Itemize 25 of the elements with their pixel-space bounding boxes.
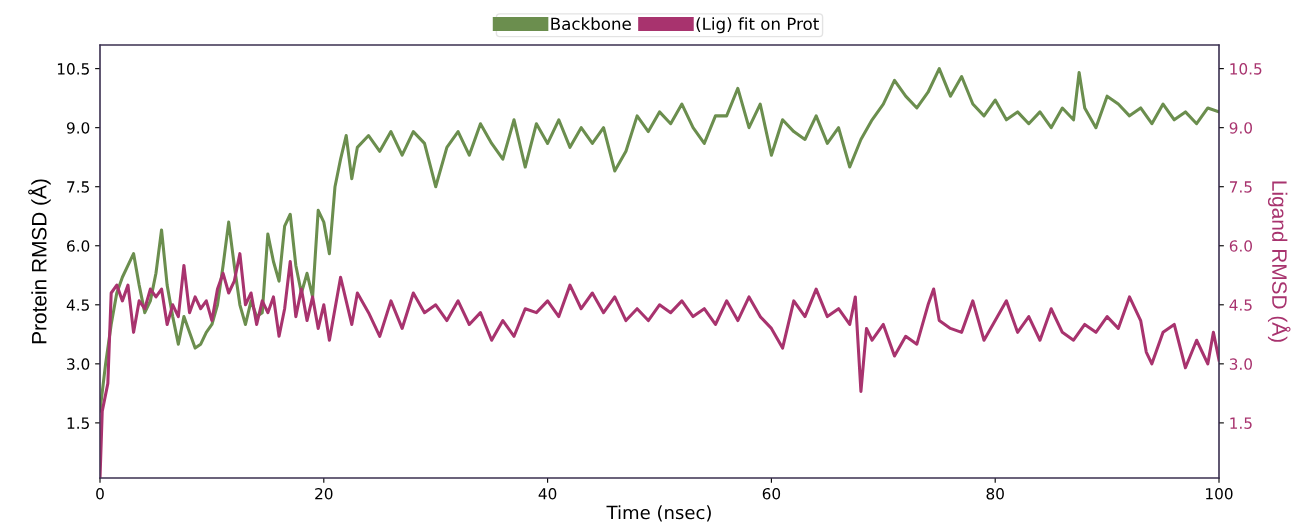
y-tick-label: 3.0	[67, 358, 90, 370]
y-tick-label: 10.5	[57, 63, 89, 75]
x-tick-label: 20	[315, 487, 333, 500]
x-tick-label: 40	[538, 487, 557, 500]
y2-tick-label: 1.5	[1230, 417, 1252, 429]
y2-tick-label: 3.0	[1229, 358, 1252, 370]
legend-label: Backbone	[551, 17, 631, 31]
y-tick-label: 6.0	[67, 240, 90, 252]
x-axis-title: Time (nsec)	[606, 505, 711, 522]
y-tick-label: 7.5	[67, 181, 89, 193]
y2-tick-label: 10.5	[1230, 63, 1262, 75]
x-tick-label: 100	[1206, 487, 1233, 500]
y-tick-label: 9.0	[66, 122, 90, 134]
y2-tick-label: 7.5	[1229, 181, 1252, 193]
y2-tick-label: 9.0	[1229, 122, 1252, 134]
x-tick-label: 60	[762, 487, 781, 500]
x-tick-label: 0	[96, 487, 104, 500]
y-tick-label: 4.5	[66, 299, 89, 311]
x-tick-label: 80	[986, 487, 1004, 500]
y-axis-title: Protein RMSD (Å)	[28, 179, 51, 344]
y-tick-label: 1.5	[67, 417, 89, 429]
y2-tick-label: 4.5	[1229, 299, 1252, 311]
legend-label: (Lig) fit on Prot	[696, 17, 819, 34]
y2-tick-label: 6.0	[1229, 240, 1252, 252]
y2-axis-title: Ligand RMSD (Å)	[1267, 181, 1291, 342]
